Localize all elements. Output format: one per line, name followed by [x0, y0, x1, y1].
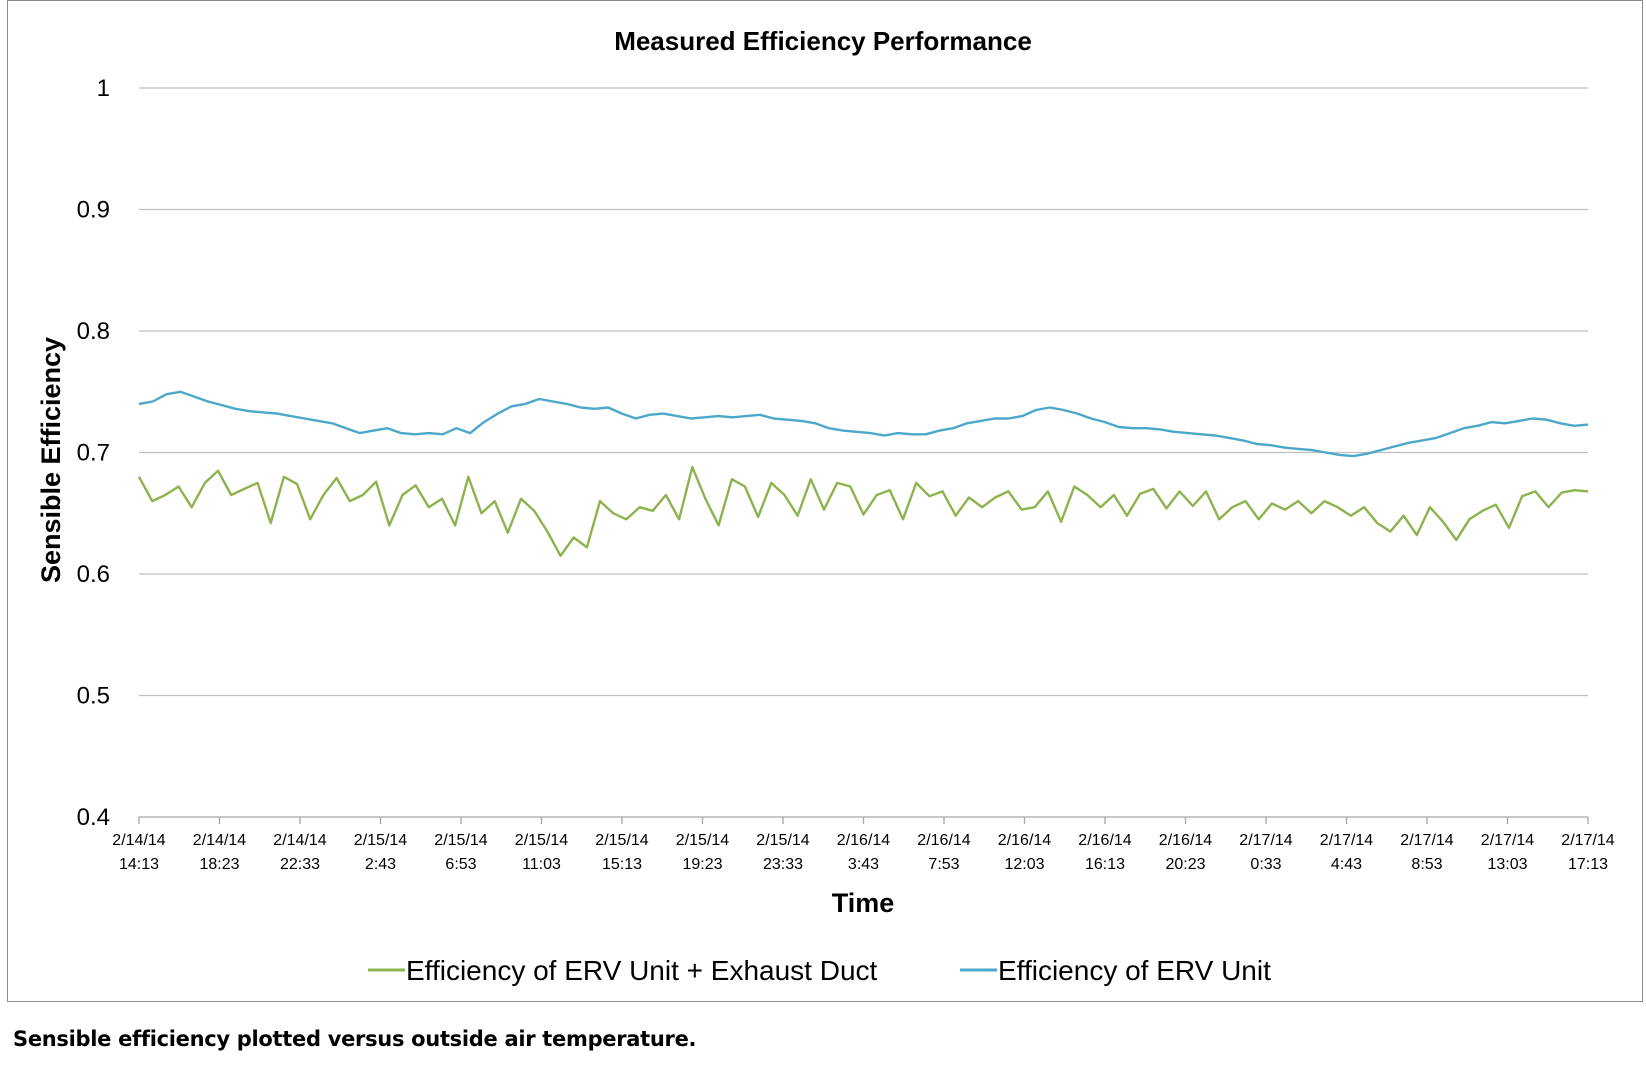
x-tick-label: 2/15/14 15:13	[595, 832, 648, 873]
x-tick-label: 2/15/14 19:23	[676, 832, 729, 873]
y-tick-label: 0.4	[77, 804, 110, 831]
legend: Efficiency of ERV Unit + Exhaust Duct Eff…	[368, 955, 1271, 986]
x-tick-label: 2/15/14 6:53	[434, 832, 487, 873]
y-tick-labels: 0.4 0.5 0.6 0.7 0.8 0.9 1	[77, 75, 110, 831]
x-tick-label: 2/16/14 20:23	[1159, 832, 1212, 873]
x-tick-label: 2/16/14 3:43	[837, 832, 890, 873]
x-tick-label: 2/17/14 0:33	[1239, 832, 1292, 873]
legend-label: Efficiency of ERV Unit	[998, 955, 1271, 986]
x-tick-label: 2/16/14 7:53	[917, 832, 970, 873]
x-tick-label: 2/17/14 4:43	[1320, 832, 1373, 873]
series-line-erv-unit	[138, 390, 1589, 458]
y-tick-label: 0.8	[77, 318, 110, 345]
x-tick-label: 2/15/14 11:03	[515, 832, 568, 873]
x-tick-label: 2/17/14 17:13	[1561, 832, 1614, 873]
chart-frame	[7, 0, 1643, 1002]
y-tick-label: 0.6	[77, 561, 110, 588]
y-tick-label: 0.9	[77, 197, 110, 224]
legend-label: Efficiency of ERV Unit + Exhaust Duct	[406, 955, 878, 986]
x-tick-label: 2/15/14 23:33	[756, 832, 809, 873]
y-tick-label: 1	[97, 75, 110, 102]
figure-caption: Sensible efficiency plotted versus outsi…	[13, 1027, 697, 1051]
series-line-erv-exhaust-duct	[137, 465, 1589, 557]
y-tick-label: 0.7	[77, 440, 110, 467]
x-axis-title: Time	[832, 888, 895, 918]
x-tick-label: 2/16/14 12:03	[998, 832, 1051, 873]
x-tick-label: 2/17/14 13:03	[1481, 832, 1534, 873]
x-tick-label: 2/14/14 14:13	[112, 832, 165, 873]
chart-title: Measured Efficiency Performance	[614, 26, 1032, 56]
x-tick-label: 2/14/14 22:33	[273, 832, 326, 873]
efficiency-line-chart: Measured Efficiency Performance 0.40.50.…	[36, 26, 1615, 986]
y-axis-title: Sensible Efficiency	[36, 337, 66, 583]
x-tick-label: 2/15/14 2:43	[354, 832, 407, 873]
x-tick-label: 2/14/14 18:23	[193, 832, 246, 873]
x-tick-label: 2/17/14 8:53	[1400, 832, 1453, 873]
data-series	[137, 390, 1589, 557]
y-tick-label: 0.5	[77, 683, 110, 710]
x-tick-label: 2/16/14 16:13	[1078, 832, 1131, 873]
x-axis: 2/14/14 14:13 2/14/14 18:23 2/14/14 22:33 2/15…	[112, 817, 1615, 873]
